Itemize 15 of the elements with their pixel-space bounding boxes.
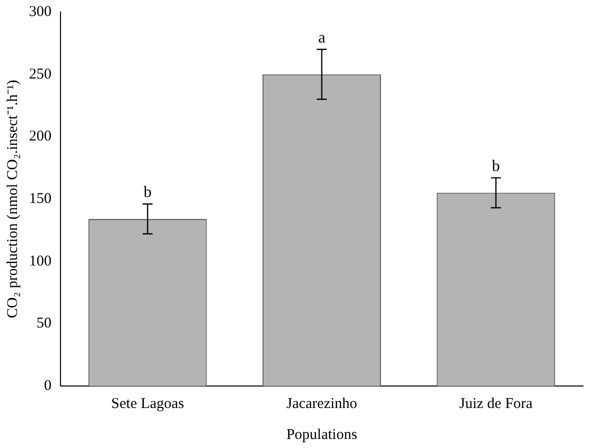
x-axis-title: Populations: [286, 426, 358, 443]
y-tick-label: 100: [29, 253, 52, 270]
y-tick-label: 200: [29, 128, 52, 145]
y-axis-title: CO₂ production (nmol CO₂.insect⁻¹.h⁻¹): [4, 80, 21, 318]
y-tick-label: 150: [29, 190, 52, 207]
y-tick-label: 300: [29, 4, 52, 20]
x-tick-label: Juiz de Fora: [459, 396, 533, 412]
annotation: b: [492, 158, 500, 176]
annotation: b: [144, 184, 152, 202]
annotation: a: [318, 30, 326, 47]
y-tick-label: 250: [29, 66, 52, 82]
y-tick-label: 0: [44, 378, 52, 394]
x-tick-label: Jacarezinho: [286, 396, 358, 412]
x-tick-label: Sete Lagoas: [111, 396, 184, 412]
y-tick-label: 50: [36, 316, 52, 332]
